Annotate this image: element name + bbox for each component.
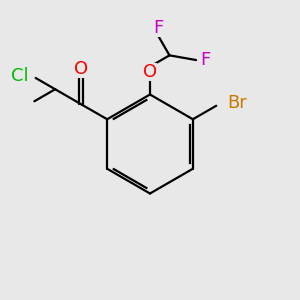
Text: O: O [143,63,157,81]
Text: Cl: Cl [11,67,28,85]
Text: Br: Br [228,94,247,112]
Text: F: F [153,20,164,38]
Text: F: F [200,51,210,69]
Text: O: O [74,60,88,78]
